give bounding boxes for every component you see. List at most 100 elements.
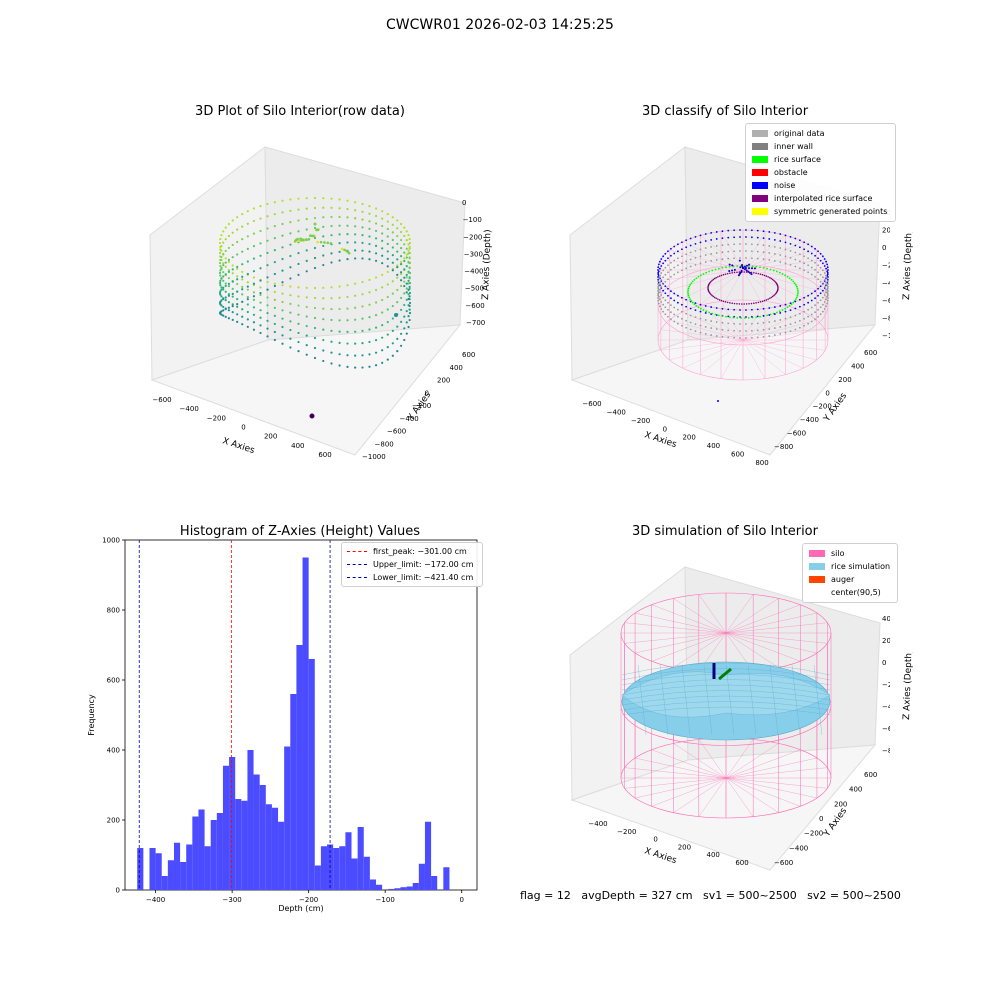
classify-point (748, 302, 750, 305)
raw-point (396, 242, 399, 245)
classify-point (691, 301, 694, 304)
classify-point (814, 247, 816, 250)
raw-point (361, 226, 364, 229)
simulation-panel-title: 3D simulation of Silo Interior (632, 524, 818, 539)
raw-y-tick-label: −400 (400, 415, 419, 423)
classify-point (826, 284, 829, 287)
raw-point (252, 276, 256, 279)
raw-point (361, 317, 364, 320)
silo-spoke (742, 241, 804, 271)
raw-point (386, 250, 389, 253)
raw-point (241, 270, 244, 274)
classify-point (739, 243, 741, 245)
classify-point (762, 307, 765, 310)
raw-point (297, 219, 300, 222)
raw-point (281, 342, 284, 345)
classify-point (676, 308, 679, 311)
classify-y-tick-label: −800 (774, 443, 793, 451)
raw-point (381, 361, 384, 364)
raw-z-tick-label: −700 (466, 319, 485, 327)
silo-spoke (725, 743, 779, 779)
silo-spoke (742, 329, 826, 341)
raw-point (346, 295, 349, 299)
raw-point (361, 329, 364, 332)
classify-point (773, 327, 776, 329)
raw-point (338, 296, 341, 299)
raw-point (273, 330, 276, 334)
classify-point (821, 289, 824, 292)
classify-point (662, 303, 665, 306)
raw-point (266, 239, 269, 242)
raw-point (407, 261, 410, 264)
classify-point (803, 269, 806, 272)
classify-point (798, 260, 801, 263)
classify-point (826, 270, 829, 273)
classify-point (823, 279, 826, 281)
classify-point (685, 253, 688, 256)
classify-point (810, 266, 813, 269)
classify-noise-point (717, 400, 719, 402)
classify-point (810, 299, 813, 302)
raw-point (399, 284, 403, 288)
raw-point (354, 330, 357, 333)
legend-entry: inner wall (752, 140, 889, 153)
classify-point (699, 310, 702, 313)
raw-point (408, 301, 412, 305)
classify-point (748, 271, 751, 274)
classify-point (814, 275, 816, 278)
raw-point (399, 263, 403, 266)
classify-point (715, 307, 718, 309)
classify-y-tick-label: 600 (864, 349, 877, 357)
classify-point (710, 334, 713, 336)
raw-point (408, 266, 411, 269)
raw-point (289, 346, 292, 349)
raw-point (361, 354, 364, 357)
classify-point (786, 306, 789, 309)
raw-point (219, 258, 222, 262)
classify-point (768, 238, 771, 240)
classify-point (819, 259, 822, 262)
raw-point (403, 234, 406, 238)
classify-point (819, 266, 822, 269)
classify-point (710, 306, 713, 308)
classify-point (743, 303, 746, 305)
raw-point (361, 218, 364, 221)
raw-z-axis-label: Z Axies (Depth) (481, 229, 493, 300)
raw-point (403, 338, 406, 342)
raw-point (220, 310, 223, 313)
classify-point (733, 243, 736, 246)
raw-point (391, 254, 394, 257)
classify-point (722, 300, 725, 303)
raw-point (361, 257, 364, 260)
classify-point (781, 309, 784, 311)
raw-point (396, 250, 399, 253)
classify-point (784, 241, 787, 244)
classify-point (657, 297, 659, 299)
raw-point (241, 238, 244, 241)
classify-z-tick-label: 0 (882, 244, 886, 252)
silo-spoke (720, 269, 744, 309)
raw-point (407, 234, 410, 237)
classify-point (725, 315, 727, 318)
raw-point (289, 311, 292, 314)
classify-point (685, 312, 688, 315)
raw-point (220, 266, 223, 269)
raw-point (330, 286, 333, 289)
classify-point (664, 285, 667, 288)
classify-point (762, 266, 765, 269)
raw-point (281, 199, 284, 202)
raw-point (403, 251, 406, 254)
classify-point (731, 302, 733, 305)
classify-point (789, 235, 792, 238)
classify-point (784, 274, 787, 277)
classify-point (745, 337, 747, 339)
raw-point (236, 305, 239, 308)
classify-point (709, 281, 711, 284)
classify-point (775, 292, 777, 295)
classify-point (739, 309, 741, 311)
raw-point (408, 285, 411, 288)
raw-point (241, 293, 244, 296)
classify-point (784, 262, 787, 265)
classify-point (826, 271, 829, 274)
histogram-bar (351, 858, 358, 890)
